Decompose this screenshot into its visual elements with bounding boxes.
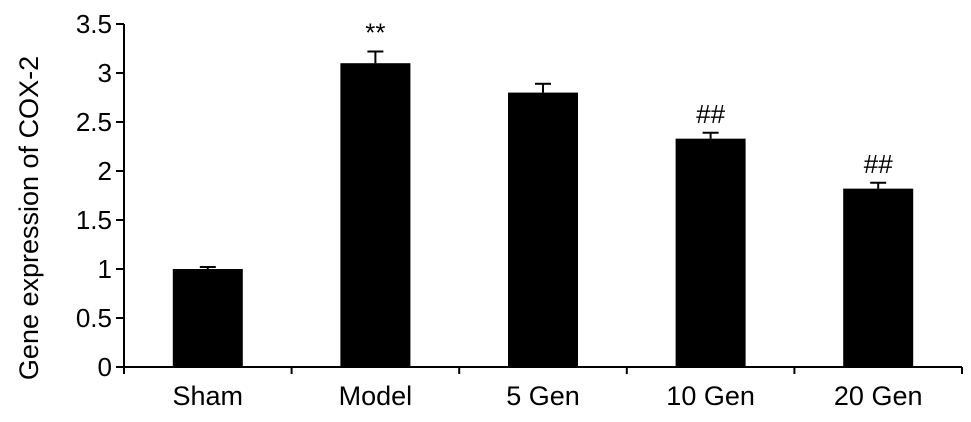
- x-tick-label: Model: [339, 381, 413, 411]
- bar: [675, 138, 746, 367]
- y-tick-label: 1: [98, 254, 112, 284]
- y-tick-label: 3: [98, 58, 112, 88]
- x-axis: Sham Model 5 Gen 10 Gen 20 Gen: [123, 366, 963, 411]
- bar: [508, 92, 578, 367]
- x-tick-label: 5 Gen: [506, 381, 580, 411]
- bars: ** ## ##: [172, 17, 914, 367]
- significance-label: ##: [864, 149, 893, 179]
- y-tick-label: 0: [98, 352, 112, 382]
- y-axis-title: Gene expression of COX-2: [14, 56, 44, 380]
- y-tick-label: 2.5: [76, 107, 112, 137]
- y-tick-label: 0.5: [76, 303, 112, 333]
- bar: [843, 188, 914, 367]
- significance-label: **: [365, 17, 385, 47]
- y-tick-label: 1.5: [76, 205, 112, 235]
- y-tick-label: 2: [98, 156, 112, 186]
- x-tick-label: Sham: [173, 381, 244, 411]
- y-tick-label: 3.5: [76, 9, 112, 39]
- bar: [340, 63, 411, 367]
- bar: [172, 269, 243, 367]
- y-axis: 0 0.5 1 1.5 2 2.5 3 3.5: [76, 9, 125, 382]
- x-tick-label: 10 Gen: [666, 381, 755, 411]
- x-tick-label: 20 Gen: [834, 381, 923, 411]
- significance-label: ##: [696, 99, 725, 129]
